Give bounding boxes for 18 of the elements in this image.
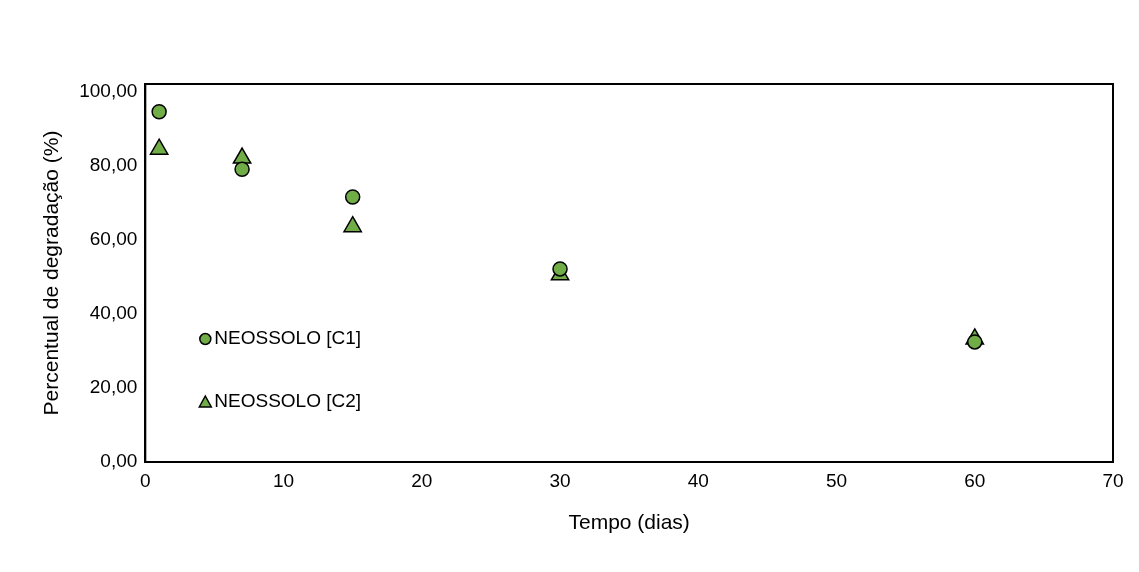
legend-label: NEOSSOLO [C1] [214, 327, 362, 349]
legend-label: NEOSSOLO [C2] [214, 390, 362, 412]
y-tick-label: 0,00 [100, 450, 138, 472]
y-axis-title: Percentual de degradação (%) [39, 130, 63, 416]
x-tick-label: 30 [549, 469, 571, 491]
x-tick-label: 0 [140, 469, 151, 491]
y-tick-label: 100,00 [79, 79, 138, 101]
x-tick-label: 60 [964, 469, 986, 491]
y-tick-label: 20,00 [89, 376, 138, 398]
x-axis-title: Tempo (dias) [568, 510, 690, 534]
y-tick-label: 40,00 [89, 302, 138, 323]
x-tick-label: 70 [1102, 469, 1124, 491]
x-tick-label: 50 [825, 469, 848, 491]
x-tick-label: 40 [687, 469, 709, 491]
x-tick-label: 10 [272, 469, 295, 491]
x-tick-label: 20 [411, 469, 433, 491]
y-tick-label: 80,00 [89, 153, 138, 175]
y-tick-label: 60,00 [89, 227, 138, 249]
